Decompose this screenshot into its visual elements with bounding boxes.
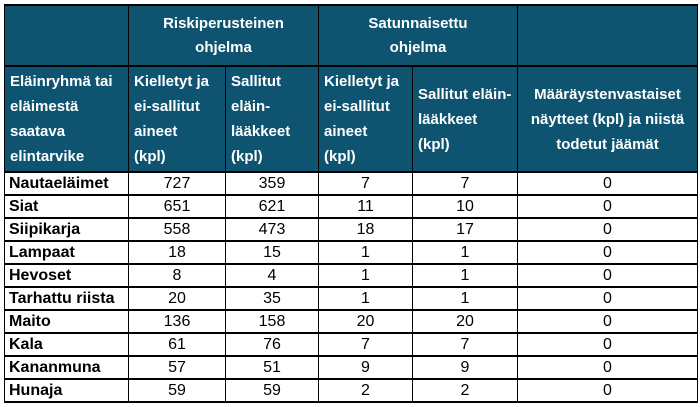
table-row: Lampaat 18 15 1 1 0	[4, 240, 698, 265]
value-cell: 76	[225, 332, 319, 357]
table-row: Hevoset 8 4 1 1 0	[4, 263, 698, 288]
group-header-randomized: Satunnaisettu ohjelma	[318, 4, 518, 67]
value-cell: 57	[128, 355, 226, 380]
value-cell: 0	[517, 332, 698, 357]
column-header-prohibited-random: Kielletyt ja ei-sallitut aineet (kpl)	[318, 65, 413, 173]
value-cell: 0	[517, 240, 698, 265]
value-cell: 1	[318, 286, 413, 311]
empty-corner-cell-left	[4, 4, 129, 67]
value-cell: 9	[318, 355, 413, 380]
column-header-noncompliant: Määräystenvastaiset näytteet (kpl) ja ni…	[517, 65, 698, 173]
value-cell: 558	[128, 217, 226, 242]
value-cell: 621	[225, 194, 319, 219]
value-cell: 158	[225, 309, 319, 334]
table-column-header-row: Eläinryhmä tai eläimestä saatava elintar…	[4, 65, 698, 173]
value-cell: 17	[412, 217, 518, 242]
value-cell: 20	[128, 286, 226, 311]
table-row: Kala 61 76 7 7 0	[4, 332, 698, 357]
empty-corner-cell-right	[517, 4, 698, 67]
column-header-allowed-risk: Sallitut eläin- lääkkeet (kpl)	[225, 65, 319, 173]
value-cell: 359	[225, 171, 319, 196]
value-cell: 10	[412, 194, 518, 219]
value-cell: 0	[517, 263, 698, 288]
value-cell: 1	[318, 240, 413, 265]
value-cell: 727	[128, 171, 226, 196]
row-label: Hunaja	[4, 378, 129, 403]
column-header-animal-group: Eläinryhmä tai eläimestä saatava elintar…	[4, 65, 129, 173]
value-cell: 61	[128, 332, 226, 357]
value-cell: 0	[517, 194, 698, 219]
value-cell: 59	[128, 378, 226, 403]
row-label: Nautaeläimet	[4, 171, 129, 196]
value-cell: 59	[225, 378, 319, 403]
value-cell: 0	[517, 378, 698, 403]
table-row: Kananmuna 57 51 9 9 0	[4, 355, 698, 380]
value-cell: 0	[517, 355, 698, 380]
value-cell: 4	[225, 263, 319, 288]
value-cell: 0	[517, 217, 698, 242]
column-header-prohibited-risk: Kielletyt ja ei-sallitut aineet (kpl)	[128, 65, 226, 173]
value-cell: 2	[412, 378, 518, 403]
value-cell: 473	[225, 217, 319, 242]
value-cell: 2	[318, 378, 413, 403]
value-cell: 0	[517, 309, 698, 334]
value-cell: 9	[412, 355, 518, 380]
value-cell: 0	[517, 286, 698, 311]
value-cell: 7	[318, 171, 413, 196]
value-cell: 7	[412, 171, 518, 196]
row-label: Lampaat	[4, 240, 129, 265]
table-row: Nautaeläimet 727 359 7 7 0	[4, 171, 698, 196]
value-cell: 18	[318, 217, 413, 242]
row-label: Tarhattu riista	[4, 286, 129, 311]
value-cell: 18	[128, 240, 226, 265]
value-cell: 1	[412, 240, 518, 265]
table-row: Maito 136 158 20 20 0	[4, 309, 698, 334]
table-group-header-row: Riskiperusteinen ohjelma Satunnaisettu o…	[4, 4, 698, 67]
value-cell: 7	[318, 332, 413, 357]
value-cell: 1	[318, 263, 413, 288]
value-cell: 15	[225, 240, 319, 265]
row-label: Kananmuna	[4, 355, 129, 380]
value-cell: 7	[412, 332, 518, 357]
table-row: Hunaja 59 59 2 2 0	[4, 378, 698, 403]
group-header-risk-based: Riskiperusteinen ohjelma	[128, 4, 319, 67]
row-label: Siipikarja	[4, 217, 129, 242]
table-row: Siipikarja 558 473 18 17 0	[4, 217, 698, 242]
table-row: Tarhattu riista 20 35 1 1 0	[4, 286, 698, 311]
value-cell: 51	[225, 355, 319, 380]
row-label: Siat	[4, 194, 129, 219]
value-cell: 136	[128, 309, 226, 334]
table-row: Siat 651 621 11 10 0	[4, 194, 698, 219]
value-cell: 20	[318, 309, 413, 334]
value-cell: 0	[517, 171, 698, 196]
value-cell: 20	[412, 309, 518, 334]
row-label: Kala	[4, 332, 129, 357]
value-cell: 1	[412, 263, 518, 288]
value-cell: 1	[412, 286, 518, 311]
row-label: Hevoset	[4, 263, 129, 288]
residue-control-table: Riskiperusteinen ohjelma Satunnaisettu o…	[4, 4, 698, 403]
value-cell: 651	[128, 194, 226, 219]
value-cell: 8	[128, 263, 226, 288]
value-cell: 35	[225, 286, 319, 311]
column-header-allowed-random: Sallitut eläin- lääkkeet (kpl)	[412, 65, 518, 173]
value-cell: 11	[318, 194, 413, 219]
row-label: Maito	[4, 309, 129, 334]
